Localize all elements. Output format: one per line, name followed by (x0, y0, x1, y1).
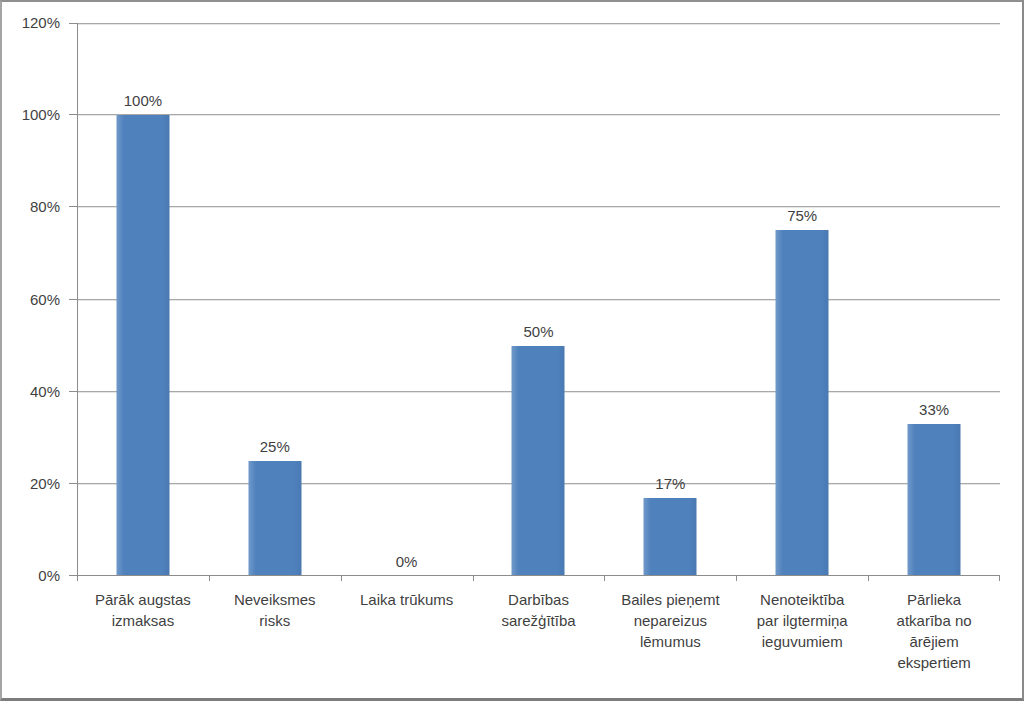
bar (116, 115, 169, 575)
x-axis-category-label-text: Pārāk augstas izmaksas (88, 589, 198, 631)
x-axis-tick-mark (473, 576, 474, 581)
y-axis-tick-mark (69, 391, 77, 392)
x-axis-tick-mark (736, 576, 737, 581)
bar-data-label: 33% (848, 401, 1020, 419)
x-axis-category-label-text: Bailes pieņemt nepareizus lēmumus (615, 589, 725, 652)
bar-slot: 17% (604, 23, 736, 576)
bar-slot: 0% (341, 23, 473, 576)
y-axis-tick-label: 0% (2, 568, 60, 584)
y-axis-tick-mark (69, 206, 77, 207)
y-axis-tick-label: 40% (2, 384, 60, 400)
x-axis-category-labels: Pārāk augstas izmaksas Neveiksmes risks La… (77, 589, 1000, 673)
y-axis-tick-label: 20% (2, 476, 60, 492)
x-axis-category-label-text: Nenoteiktība par ilgtermiņa ieguvumiem (747, 589, 857, 652)
y-axis-tick-label: 100% (2, 107, 60, 123)
x-axis-category-label: Pārāk augstas izmaksas (77, 589, 209, 673)
bar-slot: 75% (736, 23, 868, 576)
x-axis-category-label: Neveiksmes risks (209, 589, 341, 673)
bar-slot: 33% (868, 23, 1000, 576)
bar-slot: 25% (209, 23, 341, 576)
x-axis-category-label: Pārlieka atkarība no ārējiem ekspertiem (868, 589, 1000, 673)
x-axis-tick-mark (868, 576, 869, 581)
x-axis-category-label-text: Darbības sarežģītība (484, 589, 594, 631)
y-axis-tick-mark (69, 299, 77, 300)
x-axis-tick-mark (999, 576, 1000, 581)
bar-data-label: 75% (716, 207, 888, 225)
bar-chart: 0%20%40%60%80%100%120%100%25%0%50%17%75%… (0, 0, 1024, 701)
x-axis-category-label: Laika trūkums (341, 589, 473, 673)
x-axis-category-label: Darbības sarežģītība (473, 589, 605, 673)
y-axis-tick-mark (69, 483, 77, 484)
x-axis-category-label-text: Pārlieka atkarība no ārējiem ekspertiem (879, 589, 989, 673)
y-axis-tick-mark (69, 575, 77, 576)
bar (776, 230, 829, 575)
plot-area: 0%20%40%60%80%100%120%100%25%0%50%17%75%… (77, 23, 1000, 576)
x-axis-tick-mark (604, 576, 605, 581)
x-axis-category-label: Nenoteiktība par ilgtermiņa ieguvumiem (736, 589, 868, 673)
bar-slot: 50% (473, 23, 605, 576)
x-axis-tick-mark (77, 576, 78, 581)
x-axis-category-label-text: Laika trūkums (360, 589, 453, 610)
x-axis-category-label: Bailes pieņemt nepareizus lēmumus (604, 589, 736, 673)
x-axis-tick-mark (341, 576, 342, 581)
bar-data-label: 100% (57, 92, 229, 110)
bar (248, 461, 301, 575)
y-axis-tick-mark (69, 23, 77, 24)
bar-data-label: 25% (189, 438, 361, 456)
y-axis-tick-mark (69, 114, 77, 115)
y-axis-tick-label: 80% (2, 199, 60, 215)
x-axis-category-label-text: Neveiksmes risks (220, 589, 330, 631)
bar-data-label: 0% (321, 553, 493, 571)
bar-slot: 100% (77, 23, 209, 576)
bar (908, 424, 961, 575)
x-axis-tick-mark (209, 576, 210, 581)
bar-data-label: 17% (584, 475, 756, 493)
y-axis-tick-label: 120% (2, 15, 60, 31)
bar (512, 346, 565, 575)
bar (644, 498, 697, 575)
bar-data-label: 50% (453, 323, 625, 341)
y-axis-tick-label: 60% (2, 292, 60, 308)
